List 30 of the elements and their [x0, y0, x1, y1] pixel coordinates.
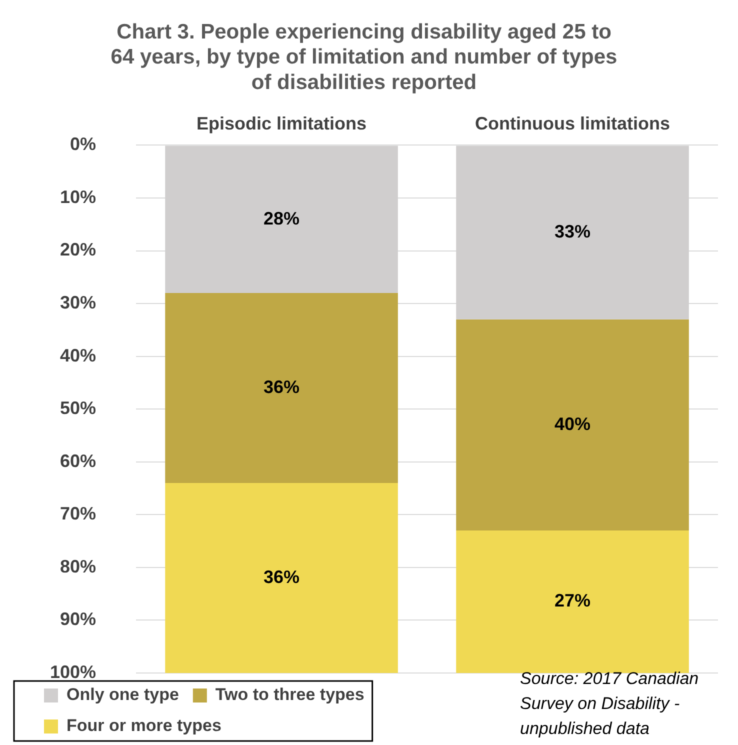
y-tick-label: 100%: [50, 662, 96, 682]
data-label: 28%: [264, 208, 300, 228]
y-tick-label: 10%: [60, 186, 96, 207]
bar: [165, 292, 398, 483]
bar: [165, 482, 398, 673]
y-tick-label: 60%: [60, 450, 96, 471]
legend-label: Only one type: [66, 685, 179, 704]
data-label: 33%: [554, 222, 591, 242]
data-label: 27%: [554, 590, 591, 611]
y-tick-label: 0%: [70, 134, 96, 154]
y-tick-label: 90%: [60, 609, 96, 630]
annotation: Source: 2017 Canadian Survey on Disability - unpublished data: [520, 668, 700, 740]
y-tick-label: 70%: [60, 504, 96, 524]
y-tick-label: 80%: [60, 556, 96, 576]
text: Chart 3. People experiencing disability aged 25 to: [116, 20, 612, 44]
y-tick-label: 40%: [60, 345, 96, 366]
text: of disabilities reported: [251, 70, 477, 94]
data-label: 40%: [554, 414, 591, 434]
data-label: 36%: [264, 376, 300, 397]
y-tick-label: 20%: [60, 240, 96, 260]
data-label: 36%: [264, 566, 300, 587]
bar: [456, 319, 689, 530]
text: 64 years, by type of limitation and number of types: [110, 46, 618, 69]
x-tick-label: Continuous limitations: [475, 113, 670, 134]
y-tick-label: 30%: [60, 292, 96, 313]
y-tick-label: 50%: [60, 398, 96, 418]
x-tick-label: Episodic limitations: [196, 113, 367, 134]
legend-label: Two to three types: [215, 685, 364, 704]
bar: [456, 530, 689, 673]
legend-label: Four or more types: [66, 716, 222, 736]
